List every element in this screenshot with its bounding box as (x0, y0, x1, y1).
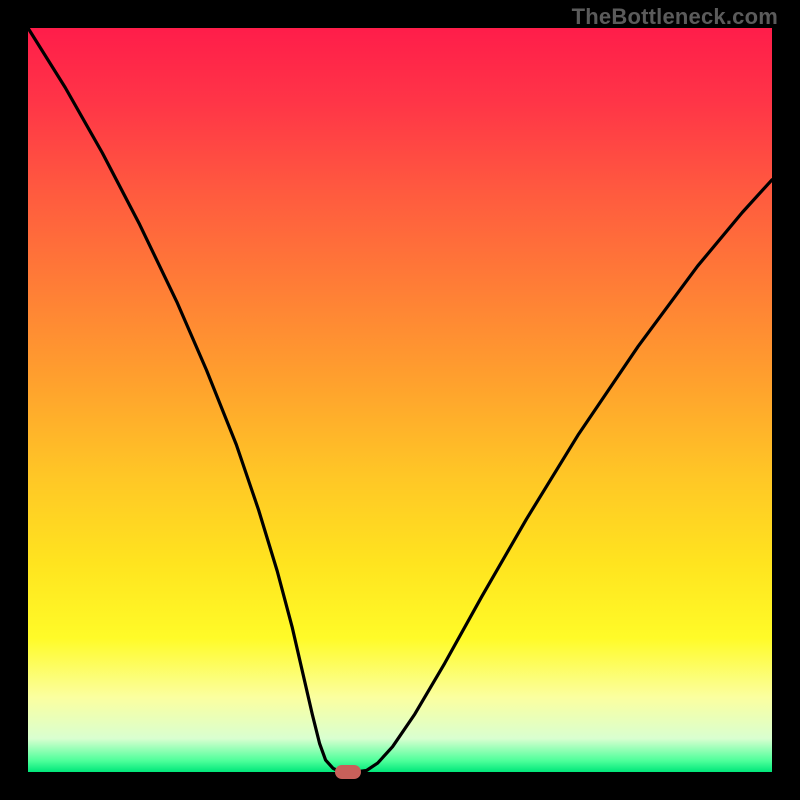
watermark-text: TheBottleneck.com (572, 4, 778, 30)
gradient-background (28, 28, 772, 772)
minimum-marker (335, 765, 361, 779)
bottleneck-curve (28, 28, 772, 772)
chart-container: TheBottleneck.com (0, 0, 800, 800)
plot-area (28, 28, 772, 772)
